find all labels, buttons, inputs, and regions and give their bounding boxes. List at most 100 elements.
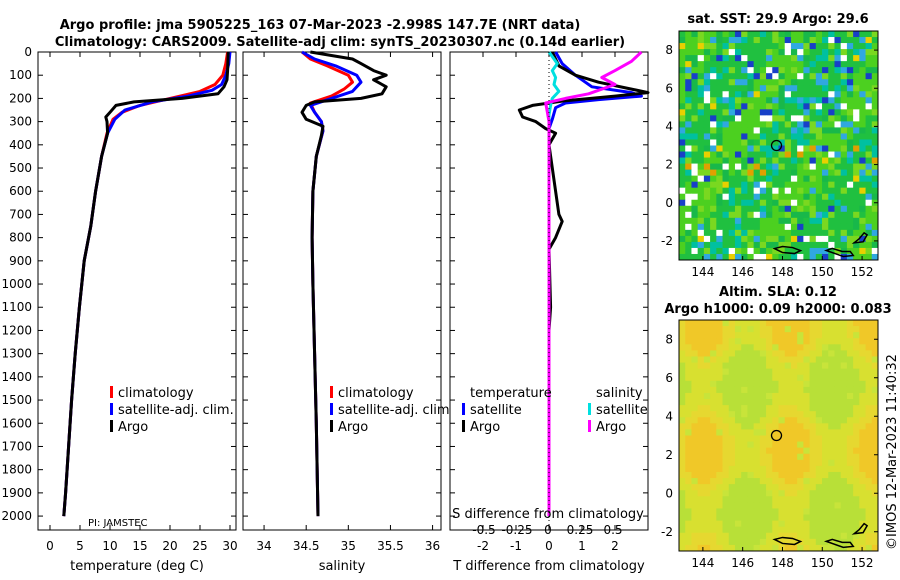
- map-cell: [815, 139, 823, 146]
- map-cell: [822, 496, 829, 503]
- map-cell: [685, 326, 692, 333]
- map-cell: [815, 538, 823, 546]
- map-cell: [790, 490, 798, 497]
- map-cell: [797, 526, 804, 534]
- map-cell: [685, 55, 692, 62]
- map-cell: [710, 163, 717, 171]
- map-cell: [840, 109, 848, 116]
- map-cell: [797, 193, 804, 201]
- map-cell: [797, 37, 804, 44]
- map-cell: [766, 459, 773, 467]
- map-cell: [859, 508, 866, 515]
- map-cell: [859, 205, 866, 213]
- map-cell: [859, 97, 866, 104]
- map-cell: [790, 320, 798, 327]
- map-cell: [778, 67, 786, 74]
- map-cell: [828, 181, 835, 189]
- map-cell: [828, 362, 835, 370]
- map-cell: [759, 465, 767, 473]
- map-cell: [691, 332, 699, 339]
- map-cell: [803, 151, 810, 158]
- map-cell: [741, 532, 748, 540]
- map-cell: [734, 61, 742, 68]
- map-cell: [803, 417, 810, 424]
- map-cell: [691, 175, 699, 183]
- map-cell: [790, 338, 798, 345]
- map-cell: [784, 169, 792, 177]
- map-cell: [697, 368, 705, 376]
- sla-map-frame: [678, 319, 879, 552]
- map-cell: [834, 496, 842, 503]
- map-cell: [722, 67, 730, 74]
- map-cell: [679, 169, 686, 177]
- map-cell: [753, 61, 761, 68]
- map-cell: [710, 526, 717, 534]
- map-cell: [703, 362, 711, 370]
- map-cell: [753, 326, 761, 333]
- map-cell: [815, 484, 823, 491]
- map-cell: [716, 211, 723, 219]
- map-cell: [803, 320, 810, 327]
- map-cell: [778, 49, 786, 56]
- map-cell: [803, 374, 810, 382]
- map-cell: [703, 338, 711, 345]
- map-cell: [747, 490, 755, 497]
- map-cell: [741, 502, 748, 509]
- map-cell: [747, 453, 755, 461]
- map-cell: [716, 344, 723, 351]
- map-cell: [710, 145, 717, 152]
- map-cell: [703, 380, 711, 388]
- map-cell: [766, 181, 773, 189]
- map-cell: [722, 109, 730, 116]
- depth-tick-label: 700: [9, 207, 32, 221]
- top-x-tick-label: -0.5: [472, 523, 495, 537]
- map-cell: [734, 368, 742, 376]
- map-cell: [853, 392, 860, 400]
- map-cell: [679, 67, 686, 74]
- map-cell: [853, 320, 860, 327]
- map-cell: [685, 514, 692, 522]
- map-cell: [784, 386, 792, 394]
- map-cell: [710, 253, 717, 261]
- map-cell: [716, 405, 723, 412]
- map-cell: [685, 368, 692, 376]
- map-cell: [710, 484, 717, 491]
- map-cell: [710, 362, 717, 370]
- map-cell: [734, 85, 742, 92]
- map-cell: [679, 181, 686, 189]
- map-cell: [859, 411, 866, 418]
- map-cell: [728, 380, 736, 388]
- map-cell: [778, 520, 786, 528]
- map-cell: [753, 520, 761, 528]
- map-y-tick-label: -2: [661, 525, 673, 539]
- map-cell: [741, 121, 748, 128]
- map-cell: [815, 417, 823, 424]
- legend-swatch: [588, 403, 591, 415]
- map-cell: [815, 441, 823, 449]
- map-cell: [815, 91, 823, 98]
- map-cell: [734, 544, 742, 552]
- map-cell: [722, 199, 730, 207]
- map-cell: [759, 478, 767, 485]
- map-cell: [778, 538, 786, 546]
- map-cell: [797, 181, 804, 189]
- map-cell: [722, 73, 730, 80]
- map-cell: [759, 67, 767, 74]
- map-cell: [697, 253, 705, 261]
- map-cell: [691, 67, 699, 74]
- map-cell: [766, 175, 773, 183]
- map-cell: [722, 79, 730, 86]
- depth-tick-label: 500: [9, 161, 32, 175]
- map-cell: [853, 43, 860, 50]
- map-cell: [679, 447, 686, 455]
- map-cell: [772, 338, 779, 345]
- map-cell: [784, 67, 792, 74]
- map-cell: [853, 538, 860, 546]
- map-cell: [865, 97, 873, 104]
- map-cell: [778, 205, 786, 213]
- map-cell: [809, 532, 817, 540]
- map-cell: [741, 103, 748, 110]
- depth-tick-label: 1700: [1, 439, 32, 453]
- map-cell: [822, 320, 829, 327]
- map-cell: [716, 103, 723, 110]
